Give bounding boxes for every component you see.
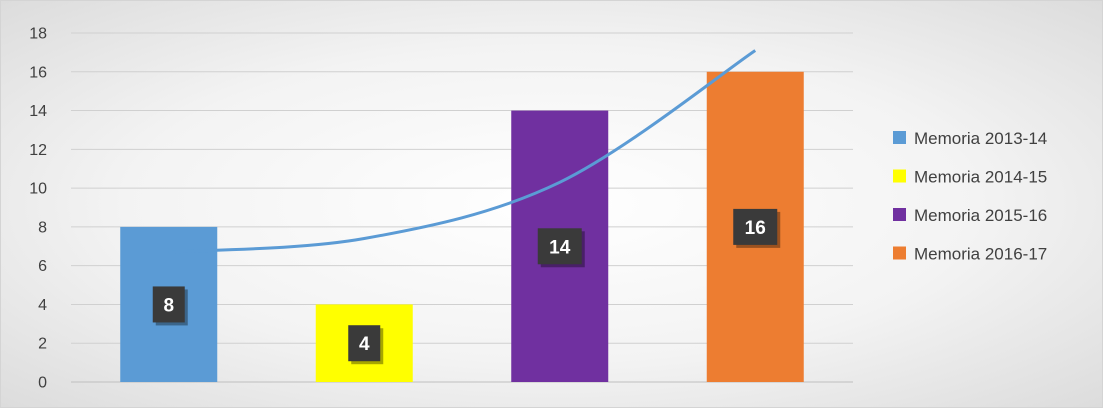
- trendline-layer: [168, 49, 757, 254]
- data-label: 8: [163, 295, 174, 316]
- data-label-box: [152, 286, 185, 323]
- data-label-box: [537, 228, 582, 265]
- y-tick-label: 12: [29, 142, 47, 159]
- y-tick-label: 2: [38, 336, 47, 353]
- data-label: 16: [745, 218, 766, 239]
- legend-swatch: [893, 246, 906, 260]
- y-tick-label: 4: [38, 297, 47, 314]
- data-label-box: [348, 325, 381, 362]
- data-label: 14: [549, 237, 571, 258]
- data-label: 4: [359, 334, 370, 355]
- y-tick-label: 10: [29, 181, 47, 198]
- y-tick-label: 16: [29, 64, 47, 81]
- legend-swatch: [893, 208, 906, 221]
- legend-label: Memoria 2013-14: [914, 129, 1047, 148]
- legend: Memoria 2013-14 Memoria 2014-15 Memoria 20…: [893, 129, 1047, 264]
- y-tick-label: 18: [29, 26, 47, 43]
- legend-swatch: [893, 169, 906, 183]
- y-tick-label: 14: [29, 103, 47, 120]
- legend-label: Memoria 2015-16: [914, 206, 1047, 225]
- data-label-box: [733, 208, 778, 245]
- trendline: [168, 49, 757, 254]
- y-axis-ticks: 0 2 4 6 8 10 12 14 16 18: [29, 26, 47, 392]
- data-labels: 8 4 14 16: [152, 208, 781, 365]
- legend-label: Memoria 2016-17: [914, 245, 1047, 264]
- legend-label: Memoria 2014-15: [914, 168, 1047, 187]
- legend-swatch: [893, 131, 906, 144]
- y-tick-label: 8: [38, 219, 47, 236]
- y-tick-label: 0: [38, 375, 47, 392]
- y-tick-label: 6: [38, 258, 47, 275]
